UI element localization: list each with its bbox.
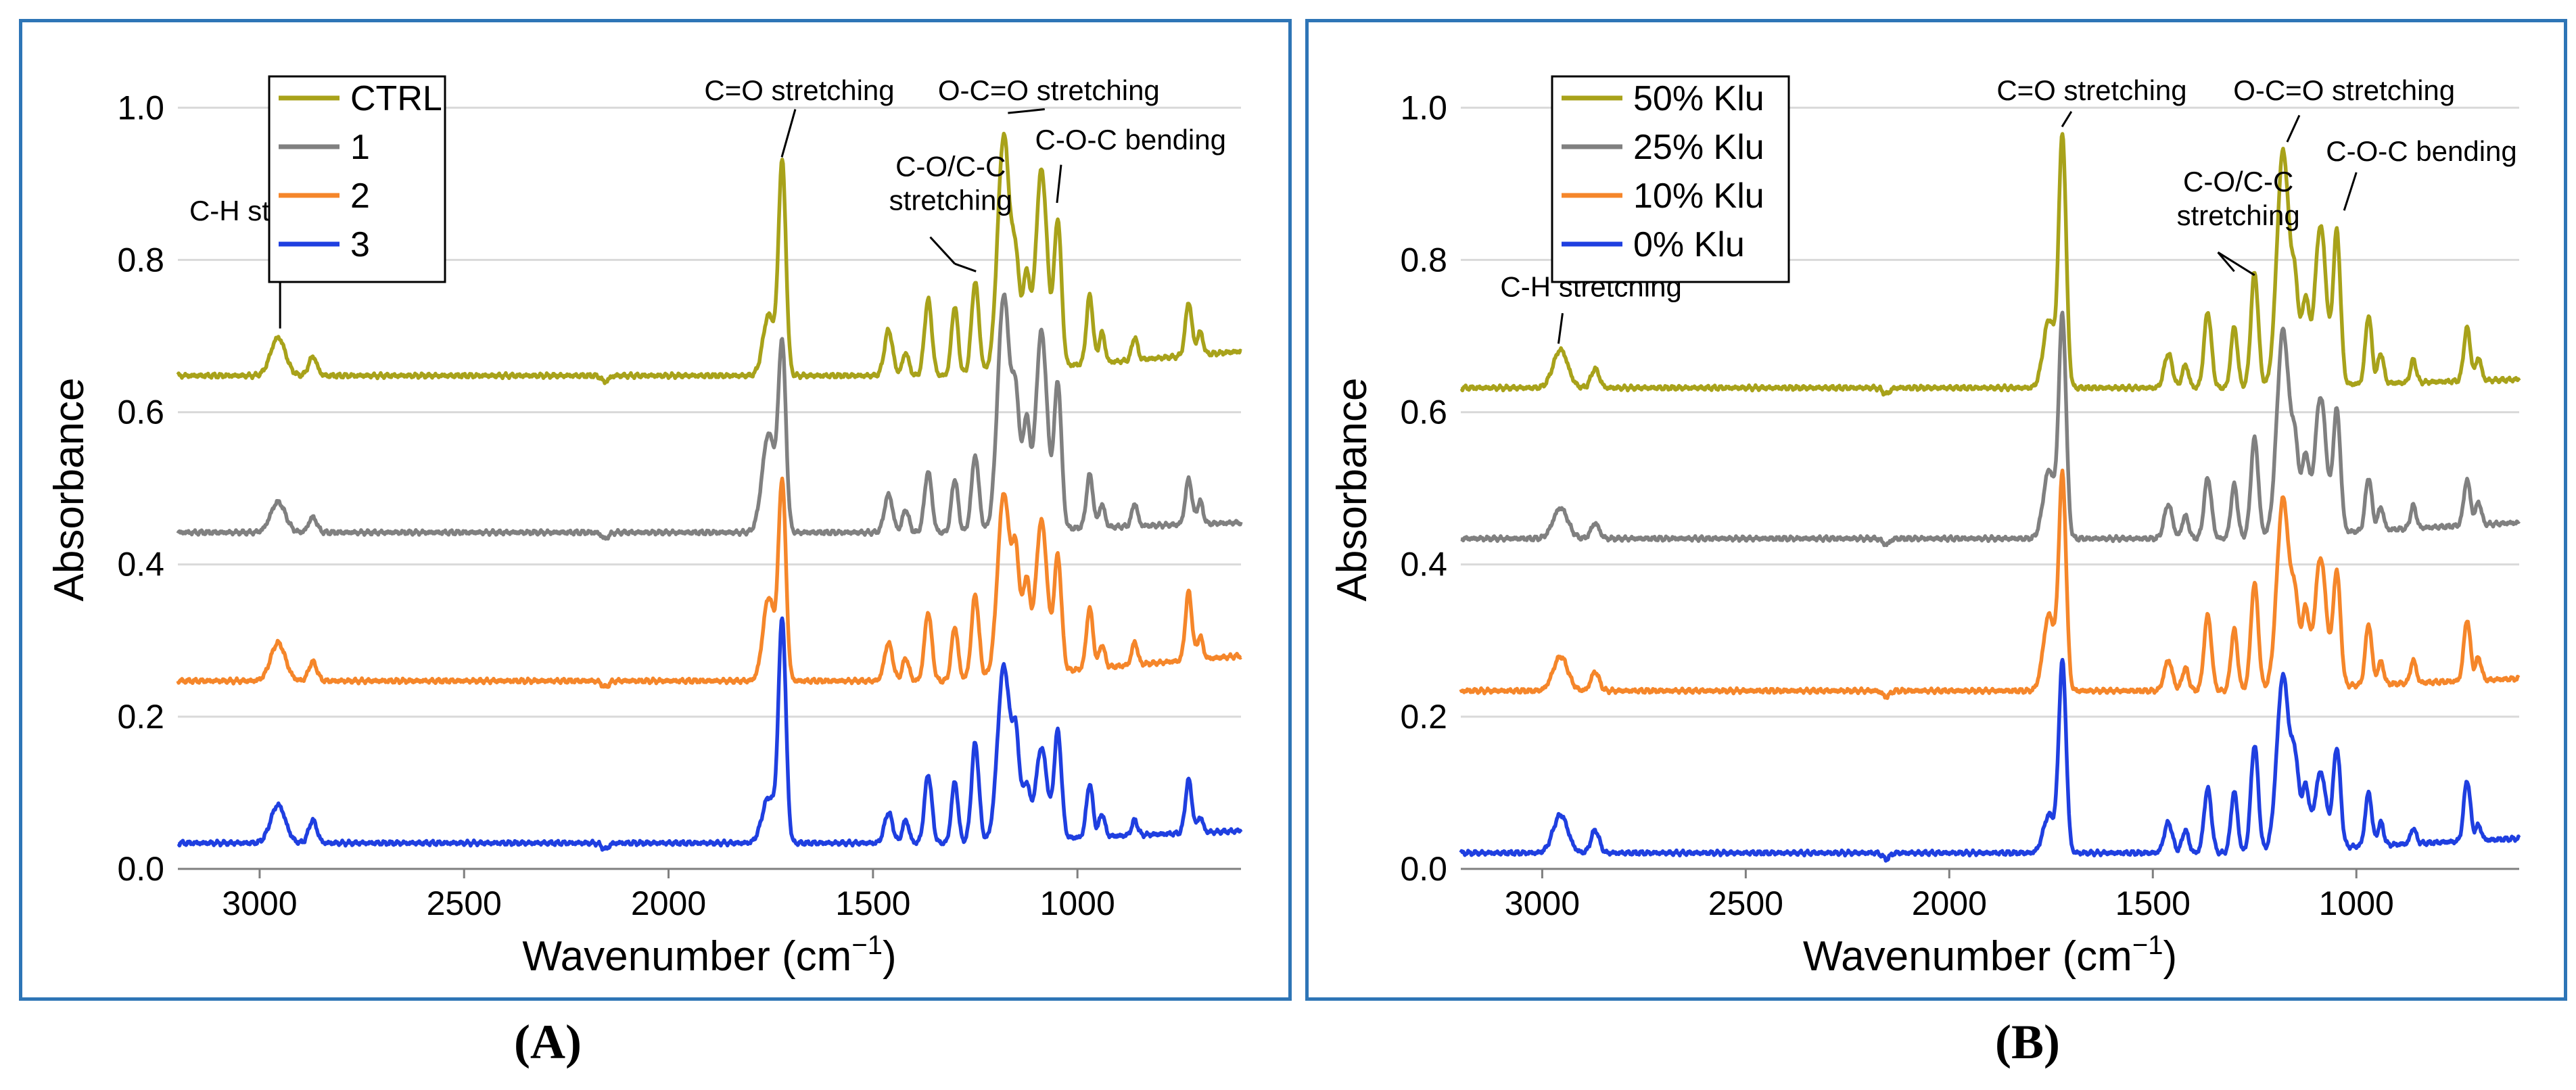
chart-b-y-tick-label: 0.6 — [1400, 394, 1447, 431]
chart-a-x-axis-title-close: ) — [883, 933, 897, 980]
chart-a-annotation-label: C-O/C-C — [895, 151, 1006, 183]
chart-a-y-tick-label: 0.4 — [117, 546, 164, 584]
chart-b-y-axis-title: Absorbance — [1329, 378, 1376, 602]
chart-b-legend-label: 25% Klu — [1633, 128, 1764, 167]
chart-a-x-axis-title-sup: −1 — [851, 930, 883, 960]
chart-b-x-tick-label: 2000 — [1912, 884, 1987, 922]
chart-a-x-tick-label: 2500 — [427, 884, 502, 922]
chart-a-series-line-1 — [176, 292, 1243, 541]
panel-label-b: (B) — [1995, 1015, 2060, 1069]
chart-a-annotation-leader — [1056, 164, 1062, 204]
chart-a-annotation-label: O-C=O stretching — [938, 74, 1160, 106]
chart-b-x-tick-label: 2500 — [1708, 884, 1783, 922]
chart-b-annotation-leader — [2286, 114, 2301, 143]
chart-b-y-tick-label: 0.2 — [1400, 698, 1447, 736]
chart-b-annotation-leader — [2217, 252, 2235, 272]
chart-a-annotation-leader — [954, 262, 977, 272]
chart-b-y-tick-label: 1.0 — [1400, 89, 1447, 126]
chart-a-annotation-leader — [929, 236, 956, 265]
chart-a-y-tick-label: 1.0 — [117, 89, 164, 126]
chart-a-x-tick-label: 1000 — [1040, 884, 1115, 922]
chart-b-series-line-1 — [1459, 310, 2521, 548]
chart-b-legend-label: 50% Klu — [1633, 79, 1764, 118]
chart-b-annotation-leader — [1557, 313, 1564, 344]
chart-b-series-line-2 — [1459, 469, 2521, 701]
chart-b-y-tick-label: 0.0 — [1400, 850, 1447, 888]
chart-a-legend-label: CTRL — [350, 79, 442, 118]
spectra-chart-b: 3000 2500 2000 1500 1000 0.0 0.2 0.4 0.6 0.8 1.0 Wa… — [1329, 74, 2521, 980]
chart-a-legend-label: 2 — [350, 176, 370, 216]
chart-a-y-tick-label: 0.6 — [117, 394, 164, 431]
chart-b-annotation-label: stretching — [2177, 199, 2300, 231]
chart-a-legend-label: 1 — [350, 128, 370, 167]
chart-a-annotation-label: stretching — [889, 185, 1012, 216]
spectra-chart-a: 3000 2500 2000 1500 1000 0.0 0.2 0.4 0.6 0.8 1.0 Wa… — [46, 74, 1243, 980]
chart-b-series-line-0 — [1459, 132, 2521, 397]
chart-a-y-tick-label: 0.2 — [117, 698, 164, 736]
chart-a-annotation-label: C-O-C bending — [1035, 124, 1226, 156]
chart-a-x-tick-label: 2000 — [631, 884, 706, 922]
chart-b-annotation-label: C-O/C-C — [2183, 166, 2293, 197]
chart-a-x-axis-title: Wavenumber (cm−1) — [522, 930, 896, 980]
panel-label-b-text: B — [2011, 1015, 2044, 1069]
chart-b-legend-label: 10% Klu — [1633, 176, 1764, 216]
chart-a-annotation-leader — [1008, 108, 1045, 114]
chart-a-x-tick-label: 1500 — [835, 884, 910, 922]
chart-b-x-tick-label: 1500 — [2115, 884, 2191, 922]
chart-b-x-tick-label: 3000 — [1505, 884, 1580, 922]
panel-label-a-text: A — [530, 1015, 565, 1069]
chart-b-x-axis-title-main: Wavenumber (cm — [1803, 933, 2132, 980]
chart-panel-b: 3000 2500 2000 1500 1000 0.0 0.2 0.4 0.6 0.8 1.0 Wa… — [1305, 19, 2567, 1001]
chart-b-y-tick-label: 0.4 — [1400, 546, 1447, 584]
chart-b-annotation-leader — [2061, 111, 2073, 128]
chart-b-annotation-label: C=O stretching — [1996, 74, 2186, 106]
chart-a-x-tick-label: 3000 — [222, 884, 297, 922]
chart-a-series-line-2 — [176, 476, 1242, 689]
chart-b-legend-box — [1551, 75, 1790, 283]
chart-panel-a: 3000 2500 2000 1500 1000 0.0 0.2 0.4 0.6 0.8 1.0 Wa… — [19, 19, 1292, 1001]
chart-a-legend-box — [268, 75, 446, 283]
chart-b-series-line-3 — [1459, 657, 2521, 863]
chart-b-x-axis-title: Wavenumber (cm−1) — [1803, 930, 2177, 980]
chart-a-series-line-0 — [176, 131, 1242, 385]
chart-b-x-tick-label: 1000 — [2319, 884, 2394, 922]
chart-a-y-axis-title: Absorbance — [46, 378, 93, 602]
chart-b-annotation-leader — [2217, 251, 2255, 277]
chart-a-y-tick-label: 0.0 — [117, 850, 164, 888]
chart-a-legend-label: 3 — [350, 225, 370, 264]
chart-a-annotation-leader — [780, 109, 797, 158]
chart-b-x-axis-title-close: ) — [2163, 933, 2177, 980]
chart-a-series-line-3 — [177, 616, 1243, 852]
chart-b-x-axis-title-sup: −1 — [2132, 930, 2163, 960]
chart-b-annotation-leader — [2343, 172, 2358, 211]
chart-a-y-tick-label: 0.8 — [117, 241, 164, 279]
chart-a-x-axis-title-main: Wavenumber (cm — [522, 933, 851, 980]
chart-b-y-tick-label: 0.8 — [1400, 241, 1447, 279]
chart-b-legend-label: 0% Klu — [1633, 225, 1745, 264]
chart-a-annotation-label: C=O stretching — [704, 74, 894, 106]
chart-b-annotation-label: C-O-C bending — [2326, 135, 2516, 167]
chart-b-annotation-label: O-C=O stretching — [2233, 74, 2455, 106]
panel-label-a: (A) — [514, 1015, 582, 1069]
